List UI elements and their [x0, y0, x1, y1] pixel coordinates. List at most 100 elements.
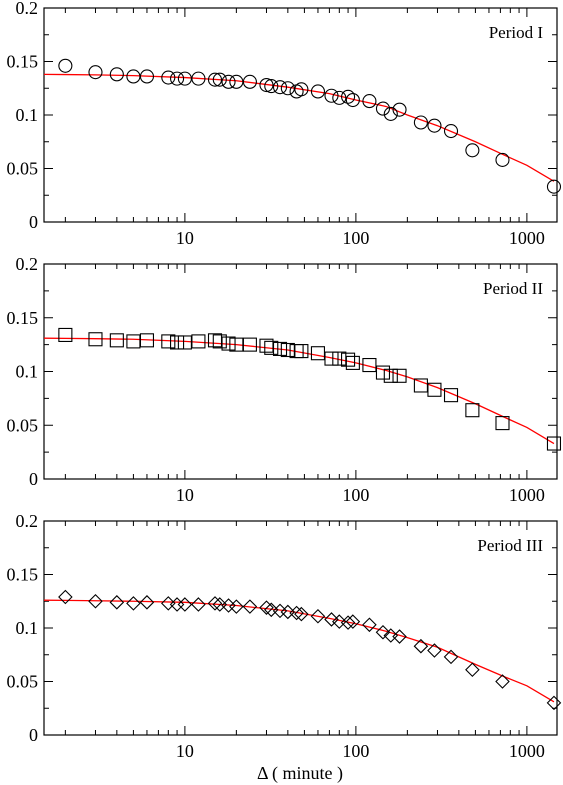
data-point — [341, 89, 356, 104]
data-point — [345, 92, 360, 108]
data-point — [207, 333, 223, 348]
y-tick-label: 0.15 — [7, 565, 39, 585]
data-point — [310, 84, 326, 99]
data-point — [345, 614, 361, 629]
data-point — [207, 596, 223, 611]
plot-frame — [43, 263, 558, 480]
data-point — [465, 662, 480, 678]
data-point — [427, 118, 442, 133]
data-point — [58, 58, 73, 73]
data-point — [332, 614, 347, 629]
data-point — [289, 605, 304, 621]
data-point — [126, 69, 141, 84]
data-point — [465, 143, 480, 158]
data-point — [413, 638, 429, 654]
data-point — [546, 695, 562, 711]
data-point — [161, 596, 176, 611]
data-point — [413, 378, 428, 393]
y-tick-label: 0.2 — [16, 511, 39, 531]
data-point — [383, 368, 398, 383]
data-point — [294, 82, 309, 97]
data-point — [177, 71, 192, 86]
plot-frame — [43, 7, 558, 223]
data-point — [58, 327, 73, 343]
data-point — [383, 628, 399, 643]
data-point — [109, 333, 124, 348]
data-point — [324, 351, 339, 366]
data-point — [139, 595, 155, 610]
data-point — [161, 70, 176, 85]
data-point — [495, 416, 510, 431]
data-point — [332, 90, 347, 105]
data-point — [443, 124, 459, 139]
data-point — [229, 599, 244, 614]
data-point — [88, 593, 103, 609]
data-point — [362, 357, 377, 373]
data-point — [177, 335, 192, 350]
data-point — [191, 71, 206, 86]
data-point — [191, 334, 206, 349]
data-point — [126, 596, 141, 611]
y-tick-label: 0.1 — [16, 362, 39, 382]
data-point — [310, 608, 326, 624]
panel-title-period-2: Period II — [483, 279, 543, 298]
x-tick-label: 10 — [176, 228, 194, 248]
data-point — [546, 179, 562, 194]
data-point — [88, 332, 103, 347]
data-point — [259, 600, 274, 615]
data-point — [345, 355, 360, 370]
y-tick-label: 0.05 — [7, 672, 39, 692]
data-point — [139, 69, 155, 84]
data-point — [383, 106, 398, 121]
y-tick-label: 0.1 — [16, 618, 39, 638]
x-tick-label: 1000 — [509, 228, 545, 248]
data-point — [375, 625, 391, 640]
data-point — [392, 368, 407, 383]
data-point — [139, 333, 155, 348]
y-tick-label: 0.15 — [7, 308, 39, 328]
data-point — [109, 67, 124, 82]
data-point — [465, 403, 480, 418]
x-tick-label: 100 — [342, 485, 369, 505]
panel-title-period-3: Period III — [477, 536, 543, 555]
x-tick-label: 100 — [342, 228, 369, 248]
data-point — [161, 334, 176, 349]
data-point — [242, 74, 257, 89]
data-point — [58, 589, 73, 605]
data-point — [392, 629, 407, 644]
chart-panel-period-2: 0 0.05 0.1 0.15 0.2 10 100 1000 Period II — [7, 254, 562, 505]
data-point — [126, 334, 141, 349]
data-point — [221, 336, 236, 351]
y-tick-label: 0.1 — [16, 105, 39, 125]
data-point — [212, 597, 228, 612]
data-point — [88, 65, 103, 80]
x-tick-label: 1000 — [509, 485, 545, 505]
x-tick-label: 10 — [176, 741, 194, 761]
data-point — [324, 88, 339, 103]
data-point — [375, 365, 391, 380]
data-point — [546, 436, 562, 451]
y-tick-label: 0 — [29, 469, 38, 489]
data-point — [212, 334, 227, 349]
data-point — [294, 344, 309, 359]
y-tick-label: 0.05 — [7, 415, 39, 435]
data-point — [169, 597, 185, 612]
data-point — [495, 152, 510, 167]
data-point — [443, 388, 459, 403]
x-tick-label: 100 — [342, 741, 369, 761]
chart-panel-period-1: 0 0.05 0.1 0.15 0.2 10 100 1000 Period I — [7, 0, 562, 248]
x-axis-label: Δ ( minute ) — [257, 763, 343, 784]
panel-title-period-1: Period I — [489, 23, 544, 42]
data-point — [392, 102, 407, 117]
data-point — [310, 346, 326, 361]
data-point — [280, 81, 295, 96]
y-tick-label: 0 — [29, 212, 38, 232]
fit-curve — [43, 599, 555, 703]
data-point — [375, 101, 391, 116]
data-point — [264, 340, 279, 355]
data-point — [221, 74, 236, 89]
data-point — [191, 597, 206, 612]
data-point — [109, 595, 125, 610]
data-point — [427, 643, 442, 658]
